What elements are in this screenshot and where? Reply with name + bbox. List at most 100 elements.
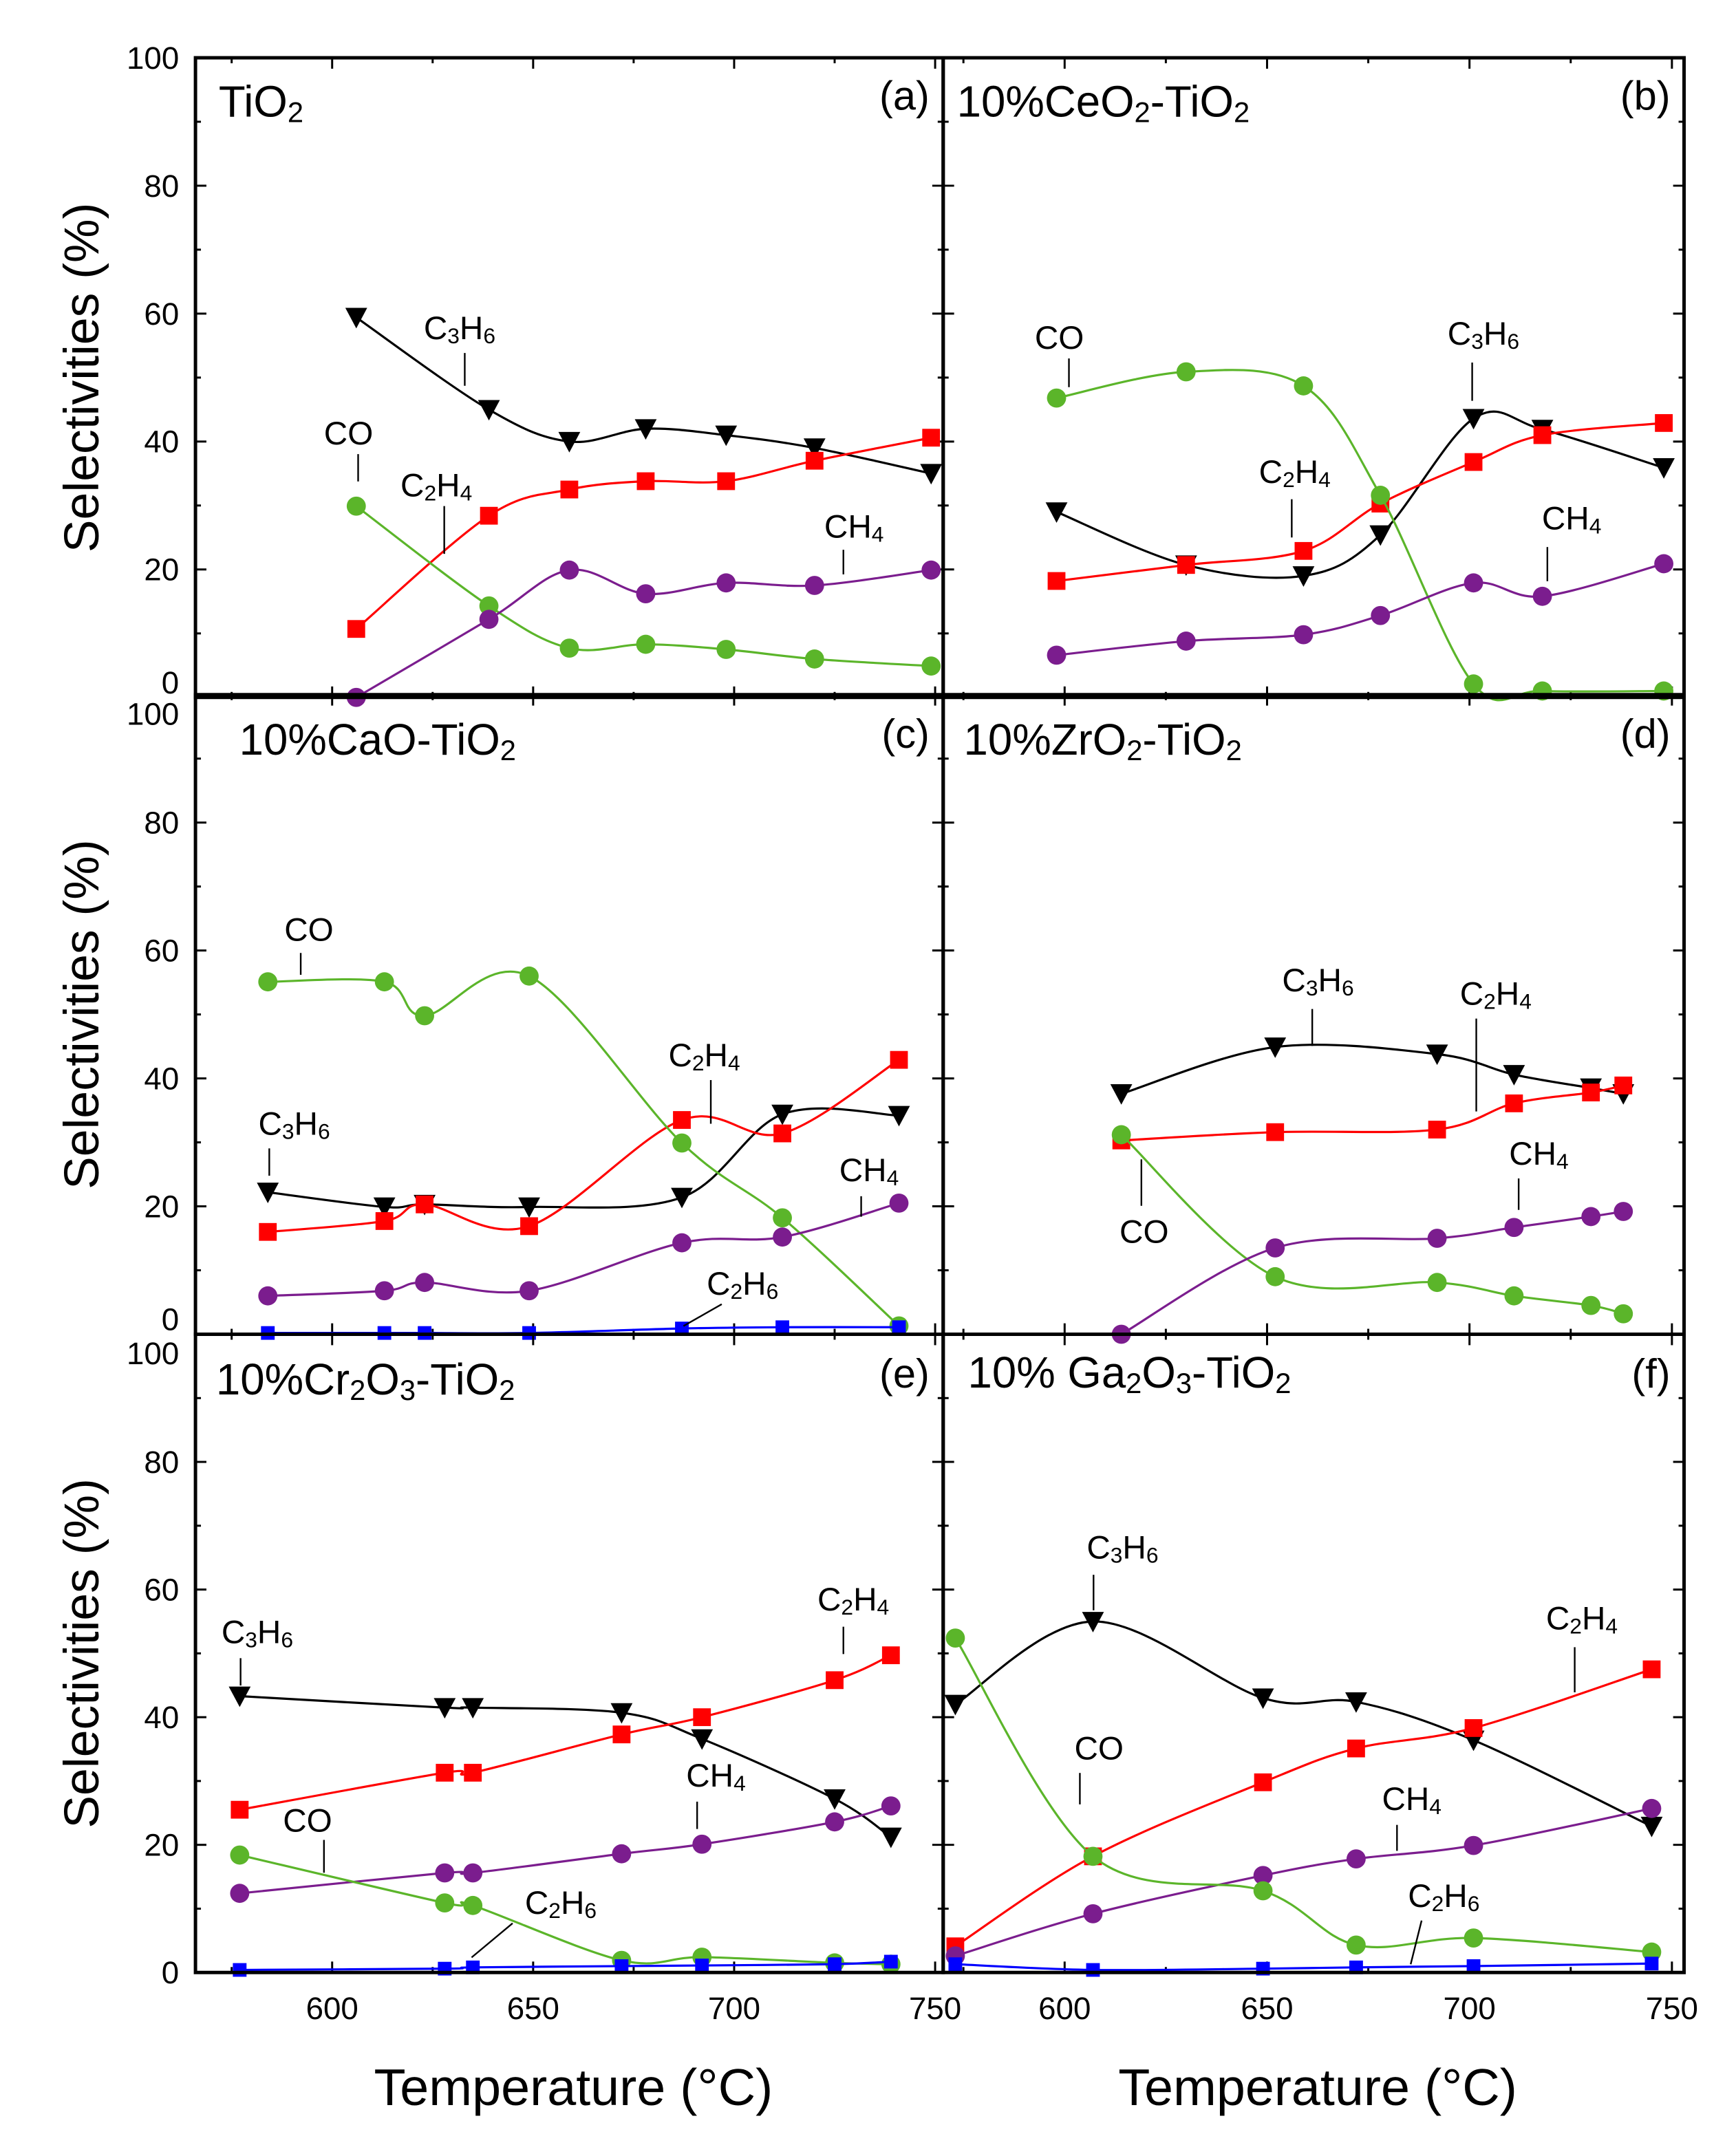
data-point-circle <box>346 496 366 516</box>
data-point-circle <box>1504 1286 1524 1306</box>
data-point-square <box>673 1111 691 1129</box>
series-line-ch4 <box>239 1804 892 1895</box>
data-point-square <box>347 620 365 638</box>
series-line-c2h4 <box>1121 1084 1624 1142</box>
data-point-circle <box>1464 674 1483 694</box>
annotation-leader <box>683 1303 722 1327</box>
data-point-circle <box>435 1893 455 1913</box>
y-tick-label: 0 <box>162 1955 179 1990</box>
data-point-circle <box>1614 1202 1633 1221</box>
series-line-c2h6 <box>955 1962 1652 1972</box>
y-tick-label: 20 <box>144 552 179 587</box>
series-line-c3h6 <box>239 1694 892 1838</box>
panel-b: CO C2H4 C3H6 CH4 10%CeO2-TiO2 (b) <box>941 56 1686 702</box>
plot-frame <box>193 693 945 1336</box>
y-tick-label: 60 <box>144 297 179 332</box>
panel-letter: (f) <box>1631 1350 1670 1397</box>
plot-frame <box>941 1333 1686 1974</box>
data-point-triangle <box>228 1686 251 1707</box>
data-point-circle <box>435 1863 455 1883</box>
data-point-triangle <box>478 400 500 421</box>
x-tick-label: 650 <box>1241 1991 1293 2026</box>
annotation-c2h4: C2H4 <box>1546 1601 1618 1639</box>
panel-e: 0 20 40 60 80 100 600 650 700 750 Selectivities (%… <box>54 1333 961 2116</box>
data-point-circle <box>881 1796 901 1816</box>
data-point-circle <box>1427 1273 1447 1293</box>
data-point-square <box>1254 1773 1272 1791</box>
data-point-circle <box>1371 605 1391 625</box>
series-ch4 <box>346 560 941 707</box>
data-point-circle <box>463 1863 483 1883</box>
data-point-circle <box>559 638 579 658</box>
panel-letter: (b) <box>1620 72 1671 118</box>
panel-title: 10%CaO-TiO2 <box>239 715 516 766</box>
data-point-square <box>614 1959 629 1973</box>
annotation-co: CO <box>283 1803 332 1840</box>
data-point-square <box>233 1963 247 1977</box>
annotation-c2h6: C2H6 <box>707 1266 778 1304</box>
data-point-circle <box>1083 1846 1103 1866</box>
data-point-circle <box>1347 1935 1366 1955</box>
data-point-circle <box>945 1628 965 1648</box>
data-point-circle <box>479 596 499 616</box>
data-point-circle <box>1176 632 1196 651</box>
data-point-circle <box>258 972 278 992</box>
data-point-triangle <box>518 1197 540 1218</box>
x-tick-label: 700 <box>708 1991 760 2026</box>
data-point-triangle <box>1426 1044 1448 1066</box>
data-point-circle <box>1427 1229 1447 1248</box>
x-axis-label: Temperature (°C) <box>374 2058 773 2116</box>
y-tick-label: 80 <box>144 806 179 841</box>
data-point-triangle <box>1640 1816 1663 1837</box>
data-point-circle <box>636 584 656 604</box>
series-ch4 <box>230 1796 901 1904</box>
annotation-c2h4: C2H4 <box>1460 976 1532 1014</box>
data-point-square <box>560 480 579 499</box>
series-c3h6 <box>1045 409 1675 587</box>
data-point-square <box>828 1957 842 1972</box>
plot-frame <box>193 1333 945 1974</box>
series-line-c2h6 <box>239 1960 891 1972</box>
data-point-square <box>1642 1660 1661 1679</box>
data-point-triangle <box>558 431 581 453</box>
data-point-triangle <box>257 1183 279 1203</box>
data-point-triangle <box>373 1197 396 1218</box>
series-line-co <box>239 1853 891 1965</box>
data-point-square <box>520 1217 538 1236</box>
y-tick-label: 60 <box>144 934 179 969</box>
annotation-co: CO <box>284 912 333 948</box>
series-co <box>945 1628 1662 1962</box>
panel-letter: (a) <box>879 72 930 118</box>
data-point-square <box>1086 1963 1100 1977</box>
data-point-square <box>436 1763 454 1782</box>
y-tick-label: 0 <box>162 665 179 700</box>
data-point-square <box>375 1212 394 1230</box>
data-point-circle <box>479 610 499 629</box>
data-point-square <box>480 506 498 525</box>
data-point-triangle <box>715 425 738 446</box>
annotation-co: CO <box>1074 1730 1123 1767</box>
data-point-triangle <box>1292 566 1315 587</box>
x-tick-label: 600 <box>1038 1991 1091 2026</box>
data-point-square <box>695 1959 709 1972</box>
data-point-circle <box>1371 486 1391 505</box>
data-point-triangle <box>634 419 657 440</box>
annotation-co: CO <box>1035 320 1084 356</box>
data-point-circle <box>1294 625 1314 645</box>
data-point-triangle <box>345 308 367 329</box>
data-point-square <box>773 1124 791 1143</box>
data-point-square <box>1505 1094 1523 1112</box>
data-point-square <box>922 429 941 447</box>
data-point-circle <box>1464 573 1483 593</box>
annotation-ch4: CH4 <box>839 1152 899 1190</box>
series-co <box>258 966 909 1336</box>
data-point-circle <box>1265 1238 1285 1258</box>
data-point-square <box>775 1320 790 1335</box>
annotation-ch4: CH4 <box>1382 1781 1442 1819</box>
data-point-triangle <box>888 1106 910 1127</box>
panel-title: TiO2 <box>219 77 303 128</box>
data-point-circle <box>672 1133 692 1153</box>
data-point-square <box>881 1646 900 1665</box>
annotation-c3h6: C3H6 <box>258 1106 330 1143</box>
data-point-circle <box>1265 1266 1285 1286</box>
